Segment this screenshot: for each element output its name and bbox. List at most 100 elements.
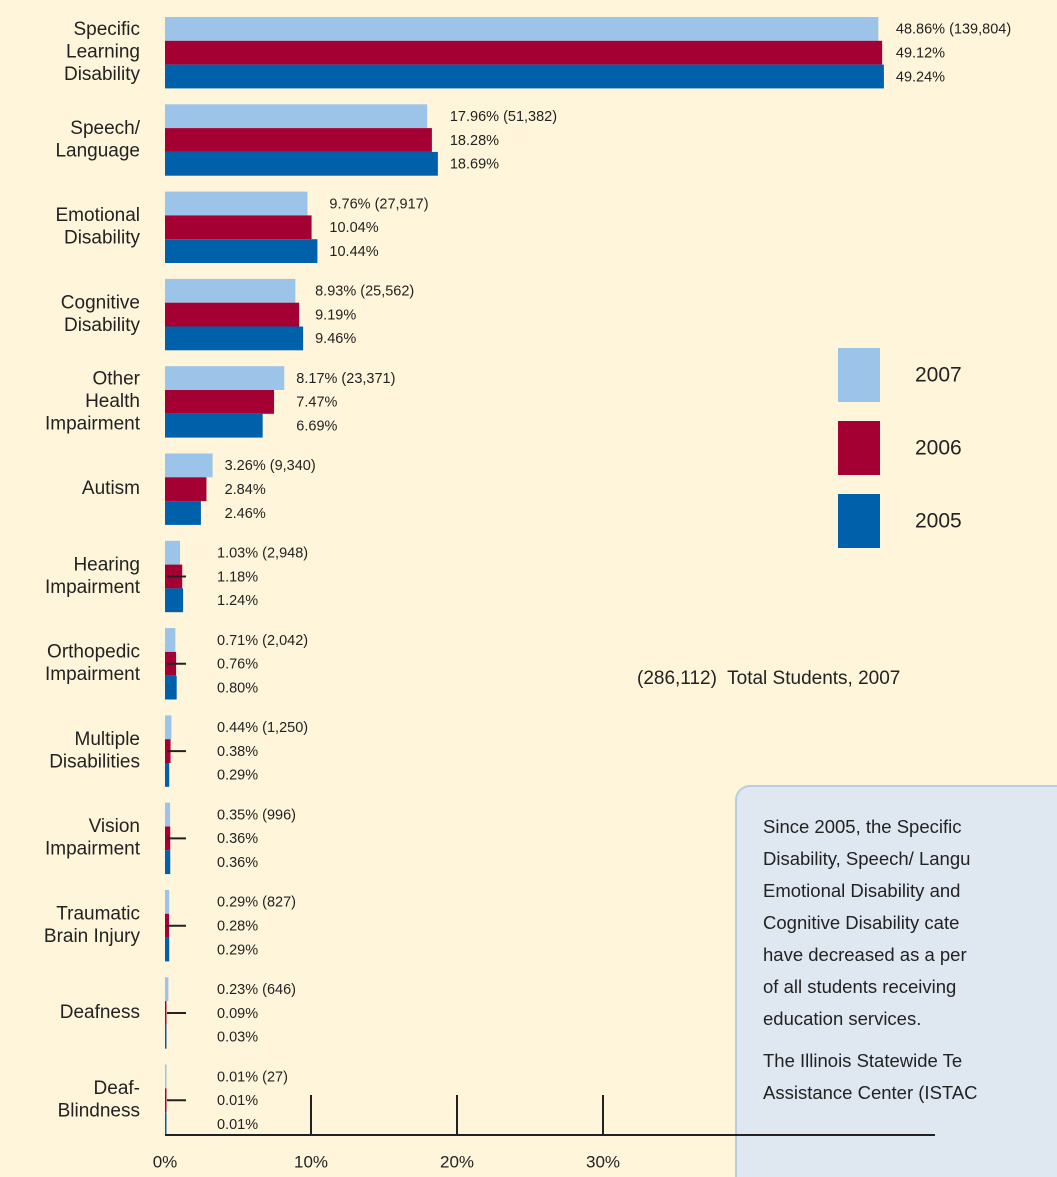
category-label: Deaf-Blindness bbox=[58, 1078, 140, 1122]
value-label: 9.46% bbox=[315, 331, 356, 347]
note-box bbox=[735, 785, 1057, 1177]
value-label: 0.35% (996) bbox=[217, 807, 296, 823]
bar bbox=[165, 302, 300, 327]
value-label: 1.24% bbox=[217, 593, 258, 609]
bar bbox=[165, 802, 171, 827]
bar bbox=[165, 239, 318, 263]
value-label: 0.03% bbox=[217, 1030, 258, 1046]
note-text: of all students receiving bbox=[763, 976, 956, 997]
x-tick-label: 20% bbox=[440, 1152, 474, 1171]
bar bbox=[165, 890, 170, 914]
bar bbox=[165, 477, 207, 502]
value-label: 9.76% (27,917) bbox=[329, 196, 428, 212]
value-label: 0.38% bbox=[217, 744, 258, 760]
value-label: 0.29% bbox=[217, 942, 258, 958]
note-text: education services. bbox=[763, 1008, 921, 1029]
bar bbox=[165, 413, 263, 438]
bar bbox=[165, 850, 171, 875]
bar bbox=[165, 278, 296, 303]
note-text: Emotional Disability and bbox=[763, 880, 960, 901]
value-label: 49.24% bbox=[896, 69, 945, 85]
value-label: 0.36% bbox=[217, 831, 258, 847]
category-label: Autism bbox=[82, 478, 140, 499]
bar bbox=[165, 453, 213, 478]
legend-label: 2005 bbox=[915, 510, 962, 533]
x-tick-label: 10% bbox=[294, 1152, 328, 1171]
bar bbox=[165, 40, 883, 65]
x-tick-label: 0% bbox=[153, 1152, 178, 1171]
note-text: Disability, Speech/ Langu bbox=[763, 848, 970, 869]
value-label: 8.17% (23,371) bbox=[296, 371, 395, 387]
bar bbox=[165, 1064, 167, 1089]
bar bbox=[165, 977, 169, 1002]
value-label: 0.01% bbox=[217, 1117, 258, 1133]
value-label: 3.26% (9,340) bbox=[225, 458, 316, 474]
bar bbox=[165, 366, 285, 390]
legend-swatch bbox=[838, 494, 880, 548]
value-label: 18.69% bbox=[450, 157, 499, 173]
note-text: Since 2005, the Specific bbox=[763, 816, 962, 837]
value-label: 0.76% bbox=[217, 657, 258, 673]
category-label: Emotional Disability bbox=[56, 205, 141, 249]
bar bbox=[165, 540, 181, 565]
note-text: The Illinois Statewide Te bbox=[763, 1050, 962, 1071]
value-label: 17.96% (51,382) bbox=[450, 109, 557, 125]
bar bbox=[165, 104, 428, 129]
note-text: Cognitive Disability cate bbox=[763, 912, 959, 933]
value-label: 18.28% bbox=[450, 133, 499, 149]
note-text: have decreased as a per bbox=[763, 944, 967, 965]
value-label: 0.29% bbox=[217, 768, 258, 784]
bar bbox=[165, 628, 176, 652]
legend-label: 2006 bbox=[915, 437, 962, 460]
note-text: Assistance Center (ISTAC bbox=[763, 1082, 978, 1103]
value-label: 0.29% (827) bbox=[217, 895, 296, 911]
bar bbox=[165, 390, 275, 414]
value-label: 0.44% (1,250) bbox=[217, 720, 308, 736]
category-label: Traumatic Brain Injury bbox=[44, 903, 141, 947]
value-label: 0.09% bbox=[217, 1006, 258, 1022]
value-label: 49.12% bbox=[896, 46, 945, 62]
bar bbox=[165, 326, 304, 351]
bar bbox=[165, 675, 177, 700]
bar bbox=[165, 151, 438, 176]
value-label: 1.03% (2,948) bbox=[217, 546, 308, 562]
value-label: 0.23% (646) bbox=[217, 982, 296, 998]
value-label: 2.84% bbox=[225, 482, 266, 498]
bar bbox=[165, 588, 184, 613]
bar bbox=[165, 17, 879, 41]
x-tick-label: 30% bbox=[586, 1152, 620, 1171]
value-label: 10.44% bbox=[329, 244, 378, 260]
bar bbox=[165, 763, 170, 787]
annotation: (286,112) Total Students, 2007 bbox=[637, 668, 900, 689]
value-label: 0.28% bbox=[217, 919, 258, 935]
value-label: 0.71% (2,042) bbox=[217, 633, 308, 649]
value-label: 10.04% bbox=[329, 220, 378, 236]
category-label: Specific Learning Disability bbox=[64, 19, 141, 85]
bar bbox=[165, 1024, 167, 1049]
value-label: 0.80% bbox=[217, 680, 258, 696]
category-label: Hearing Impairment bbox=[45, 554, 141, 598]
value-label: 0.36% bbox=[217, 855, 258, 871]
category-label: Vision Impairment bbox=[45, 816, 141, 860]
bar bbox=[165, 215, 312, 240]
bar bbox=[165, 715, 172, 740]
bar bbox=[165, 1088, 167, 1113]
bar bbox=[165, 64, 884, 89]
value-label: 0.01% bbox=[217, 1093, 258, 1109]
bar bbox=[165, 1001, 167, 1025]
bar bbox=[165, 937, 170, 962]
category-label: Deafness bbox=[60, 1002, 140, 1023]
category-label: Other Health Impairment bbox=[45, 368, 141, 434]
value-label: 0.01% (27) bbox=[217, 1069, 288, 1085]
value-label: 7.47% bbox=[296, 395, 337, 411]
bar bbox=[165, 191, 308, 216]
value-label: 8.93% (25,562) bbox=[315, 284, 414, 300]
legend-swatch bbox=[838, 348, 880, 402]
category-label: Orthopedic Impairment bbox=[45, 642, 141, 686]
legend-swatch bbox=[838, 421, 880, 475]
value-label: 48.86% (139,804) bbox=[896, 22, 1011, 38]
bar bbox=[165, 501, 201, 525]
value-label: 2.46% bbox=[225, 506, 266, 522]
